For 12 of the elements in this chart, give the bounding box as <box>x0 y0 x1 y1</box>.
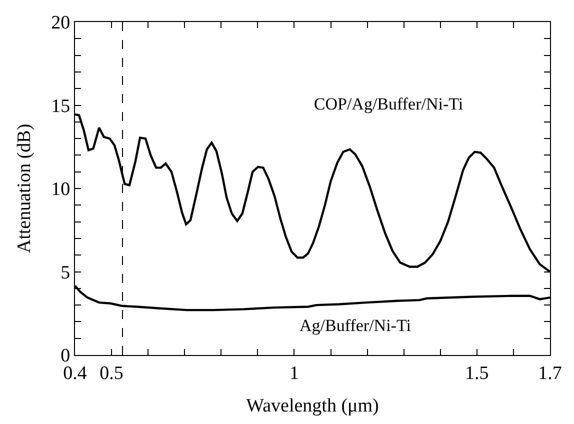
x-tick-label: 1.5 <box>465 362 489 384</box>
y-tick-label: 10 <box>51 179 70 200</box>
series-label: Ag/Buffer/Ni-Ti <box>300 316 412 335</box>
x-tick-label: 1 <box>289 362 299 384</box>
y-tick-label: 5 <box>60 262 70 284</box>
y-tick-label: 20 <box>51 12 70 34</box>
x-axis-title: Wavelength (μm) <box>246 396 379 417</box>
x-tick-label: 1.7 <box>538 362 562 384</box>
y-tick-label: 15 <box>51 96 70 117</box>
y-axis-title: Attenuation (dB) <box>14 124 35 254</box>
x-tick-label: 0.5 <box>100 362 124 384</box>
text: COP/Ag/Buffer/Ni-Ti <box>314 94 464 114</box>
